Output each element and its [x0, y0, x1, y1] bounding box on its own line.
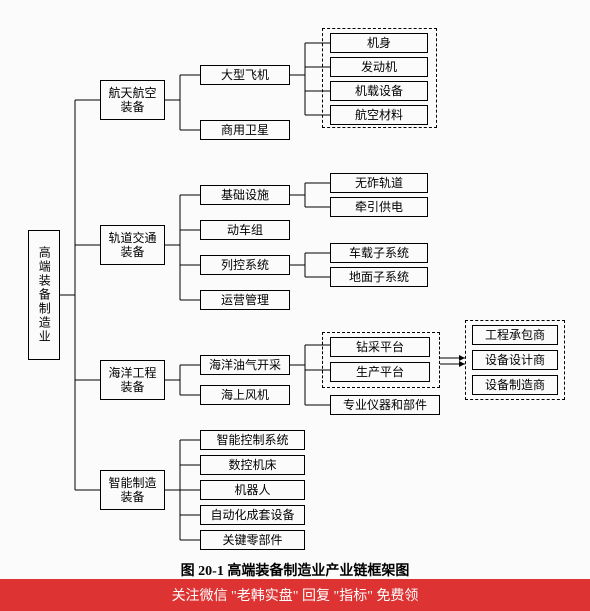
wechat-banner: 关注微信 "老韩实盘" 回复 "指标" 免费领: [0, 579, 590, 611]
node-oil-prod: 生产平台: [330, 362, 430, 382]
diagram-canvas: 高端装备制造业 航天航空装备 轨道交通装备 海洋工程装备 智能制造装备 大型飞机…: [0, 0, 590, 611]
node-rail-ground: 地面子系统: [330, 267, 428, 287]
node-ocean-oil: 海洋油气开采: [200, 355, 290, 375]
node-aero-sat: 商用卫星: [200, 120, 290, 140]
node-rail-track: 无砟轨道: [330, 173, 428, 193]
node-ocean-wind: 海上风机: [200, 385, 290, 405]
node-smart-ctrl: 智能控制系统: [200, 430, 305, 450]
node-designer: 设备设计商: [472, 350, 558, 370]
node-root: 高端装备制造业: [28, 230, 60, 360]
node-smart-auto: 自动化成套设备: [200, 505, 305, 525]
node-smart-parts: 关键零部件: [200, 530, 305, 550]
node-oil-instr: 专业仪器和部件: [330, 395, 440, 415]
node-rail-power: 牵引供电: [330, 197, 428, 217]
node-aero-plane: 大型飞机: [200, 65, 290, 85]
node-oil-drill: 钻采平台: [330, 337, 430, 357]
node-aero: 航天航空装备: [100, 80, 165, 120]
node-rail-infra: 基础设施: [200, 185, 290, 205]
node-rail-onboard: 车载子系统: [330, 243, 428, 263]
diagram-caption: 图 20-1 高端装备制造业产业链框架图: [120, 560, 470, 580]
node-smart: 智能制造装备: [100, 470, 165, 510]
node-plane-body: 机身: [330, 33, 428, 53]
node-plane-engine: 发动机: [330, 57, 428, 77]
node-maker: 设备制造商: [472, 375, 558, 395]
node-smart-cnc: 数控机床: [200, 455, 305, 475]
node-plane-material: 航空材料: [330, 105, 428, 125]
node-rail-emu: 动车组: [200, 220, 290, 240]
node-rail-ctrl: 列控系统: [200, 255, 290, 275]
node-smart-robot: 机器人: [200, 480, 305, 500]
node-ocean: 海洋工程装备: [100, 360, 165, 400]
node-rail: 轨道交通装备: [100, 225, 165, 265]
node-epc: 工程承包商: [472, 325, 558, 345]
node-rail-ops: 运营管理: [200, 290, 290, 310]
node-plane-avionics: 机载设备: [330, 81, 428, 101]
